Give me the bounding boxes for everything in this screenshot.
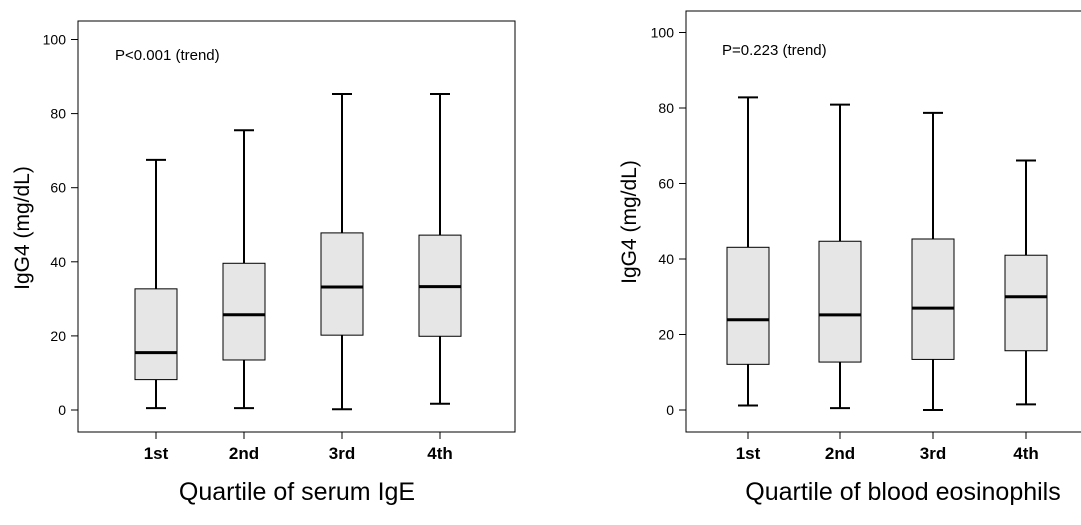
iqr-box bbox=[1004, 254, 1048, 352]
y-axis-label: IgG4 (mg/dL) bbox=[11, 166, 34, 290]
plot-frame bbox=[685, 10, 1081, 433]
y-tick-label: 0 bbox=[666, 402, 674, 418]
iqr-box bbox=[320, 232, 364, 336]
x-tick-label: 3rd bbox=[920, 444, 946, 463]
x-tick-label: 4th bbox=[427, 444, 453, 463]
y-tick-label: 60 bbox=[658, 176, 674, 192]
y-axis-label: IgG4 (mg/dL) bbox=[618, 160, 641, 284]
y-tick-label: 40 bbox=[50, 254, 66, 270]
x-axis: 1st 2nd 3rd 4th bbox=[144, 432, 453, 463]
iqr-box bbox=[726, 246, 770, 365]
box-plot-3rd bbox=[320, 92, 364, 411]
iqr-box bbox=[134, 288, 178, 381]
x-tick-label: 2nd bbox=[229, 444, 259, 463]
box-plot-1st bbox=[726, 96, 770, 407]
y-tick-label: 80 bbox=[658, 100, 674, 116]
box-plot-3rd bbox=[911, 111, 955, 411]
box-plot-1st bbox=[134, 158, 178, 410]
box-plot-2nd bbox=[222, 129, 266, 410]
x-tick-label: 1st bbox=[736, 444, 761, 463]
iqr-box bbox=[818, 240, 862, 363]
x-tick-label: 1st bbox=[144, 444, 169, 463]
y-axis: 0 20 40 60 80 100 bbox=[651, 25, 686, 418]
chart-panel-blood-eosinophils: P=0.223 (trend) IgG4 (mg/dL) Quartile of… bbox=[618, 10, 1081, 506]
y-tick-label: 100 bbox=[651, 25, 675, 41]
box-plot-4th bbox=[1004, 159, 1048, 406]
box-plot-4th bbox=[418, 92, 462, 405]
iqr-box bbox=[222, 262, 266, 361]
x-tick-label: 3rd bbox=[329, 444, 355, 463]
y-tick-label: 20 bbox=[658, 327, 674, 343]
x-axis-label: Quartile of serum IgE bbox=[179, 478, 415, 506]
y-tick-label: 20 bbox=[50, 328, 66, 344]
box-series bbox=[134, 92, 462, 411]
x-tick-label: 2nd bbox=[825, 444, 855, 463]
box-plot-2nd bbox=[818, 103, 862, 410]
x-axis-label: Quartile of blood eosinophils bbox=[745, 478, 1060, 506]
y-tick-label: 0 bbox=[58, 402, 66, 418]
y-tick-label: 100 bbox=[43, 32, 67, 48]
iqr-box bbox=[911, 238, 955, 360]
y-axis: 0 20 40 60 80 100 bbox=[43, 32, 78, 418]
box-series bbox=[726, 96, 1048, 411]
x-tick-label: 4th bbox=[1013, 444, 1039, 463]
trend-annotation: P<0.001 (trend) bbox=[115, 47, 220, 64]
x-axis: 1st 2nd 3rd 4th bbox=[736, 432, 1039, 463]
y-tick-label: 60 bbox=[50, 180, 66, 196]
chart-panel-serum-ige: P<0.001 (trend) IgG4 (mg/dL) Quartile of… bbox=[11, 20, 516, 506]
y-tick-label: 80 bbox=[50, 106, 66, 122]
y-tick-label: 40 bbox=[658, 251, 674, 267]
trend-annotation: P=0.223 (trend) bbox=[722, 42, 827, 59]
